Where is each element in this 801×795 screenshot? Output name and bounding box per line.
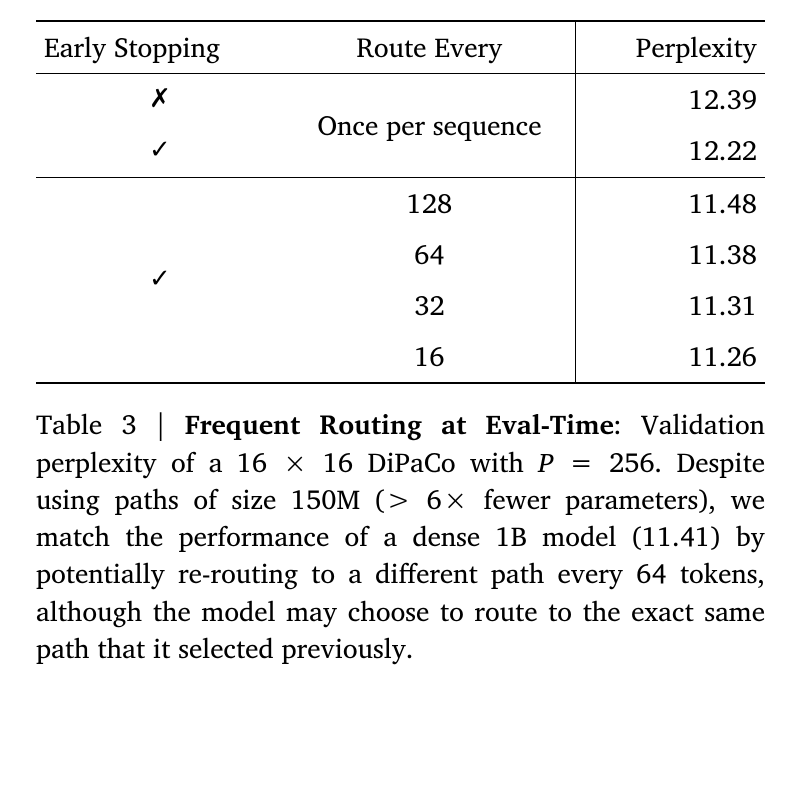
perplexity-cell: 12.22 [575,125,765,177]
col-header-early-stopping: Early Stopping [36,21,284,74]
early-stopping-cell: ✓ [36,177,284,383]
table-row: ✓ 128 11.48 [36,177,765,229]
perplexity-cell: 12.39 [575,74,765,126]
perplexity-cell: 11.31 [575,280,765,331]
early-stopping-cell: ✗ [36,74,284,126]
route-every-cell: 32 [284,280,576,331]
perplexity-cell: 11.48 [575,177,765,229]
col-header-perplexity: Perplexity [575,21,765,74]
route-every-cell: 16 [284,331,576,383]
early-stopping-cell: ✓ [36,125,284,177]
col-header-route-every: Route Every [284,21,576,74]
route-every-cell: Once per sequence [284,74,576,177]
perplexity-cell: 11.38 [575,229,765,280]
perplexity-cell: 11.26 [575,331,765,383]
route-every-cell: 64 [284,229,576,280]
table-caption: Table 3 | Frequent Routing at Eval-Time:… [36,406,765,667]
table-header-row: Early Stopping Route Every Perplexity [36,21,765,74]
perplexity-table: Early Stopping Route Every Perplexity ✗ … [36,20,765,384]
route-every-cell: 128 [284,177,576,229]
page-container: Early Stopping Route Every Perplexity ✗ … [0,0,801,724]
table-row: ✗ Once per sequence 12.39 [36,74,765,126]
